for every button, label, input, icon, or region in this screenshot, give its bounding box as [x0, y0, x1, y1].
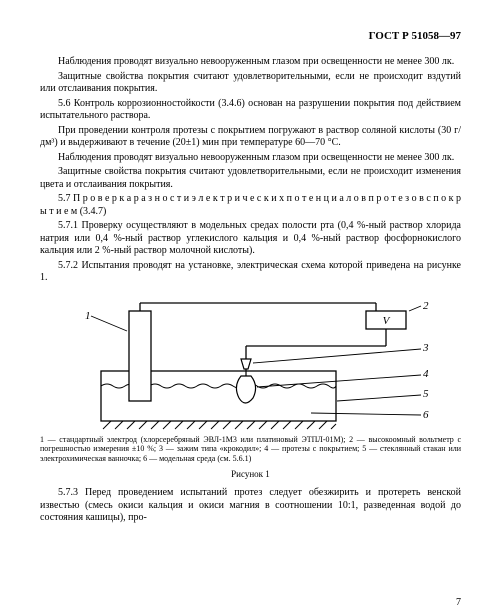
paragraph: Защитные свойства покрытия считают удовл… — [40, 71, 461, 96]
body-text: Наблюдения проводят визуально невооружен… — [40, 56, 461, 285]
paragraph: 5.7.3 Перед проведением испытаний протез… — [40, 487, 461, 525]
fig-label-2: 2 — [423, 300, 429, 312]
paragraph: 5.7 П р о в е р к а р а з н о с т и э л … — [40, 193, 461, 218]
paragraph: Наблюдения проводят визуально невооружен… — [40, 152, 461, 165]
paragraph: 5.7.2 Испытания проводят на установке, э… — [40, 260, 461, 285]
fig-label-4: 4 — [423, 368, 429, 380]
paragraph: Защитные свойства покрытия считают удовл… — [40, 166, 461, 191]
paragraph: Наблюдения проводят визуально невооружен… — [40, 56, 461, 69]
fig-label-5: 5 — [423, 388, 429, 400]
figure-label: Рисунок 1 — [40, 469, 461, 479]
fig-label-3: 3 — [422, 342, 429, 354]
fig-label-6: 6 — [423, 409, 429, 421]
paragraph: 5.7.1 Проверку осуществляют в модельных … — [40, 220, 461, 258]
body-text-after: 5.7.3 Перед проведением испытаний протез… — [40, 487, 461, 525]
doc-code: ГОСТ Р 51058—97 — [40, 30, 461, 42]
paragraph: При проведении контроля протезы с покрыт… — [40, 125, 461, 150]
page: ГОСТ Р 51058—97 Наблюдения проводят визу… — [0, 0, 501, 616]
fig-label-1: 1 — [85, 310, 91, 322]
figure-caption: 1 — стандартный электрод (хлорсеребряный… — [40, 435, 461, 464]
paragraph: 5.6 Контроль коррозионностойкости (3.4.6… — [40, 98, 461, 123]
page-number: 7 — [456, 597, 461, 608]
figure-diagram: V 1 2 3 4 5 6 — [71, 291, 431, 431]
